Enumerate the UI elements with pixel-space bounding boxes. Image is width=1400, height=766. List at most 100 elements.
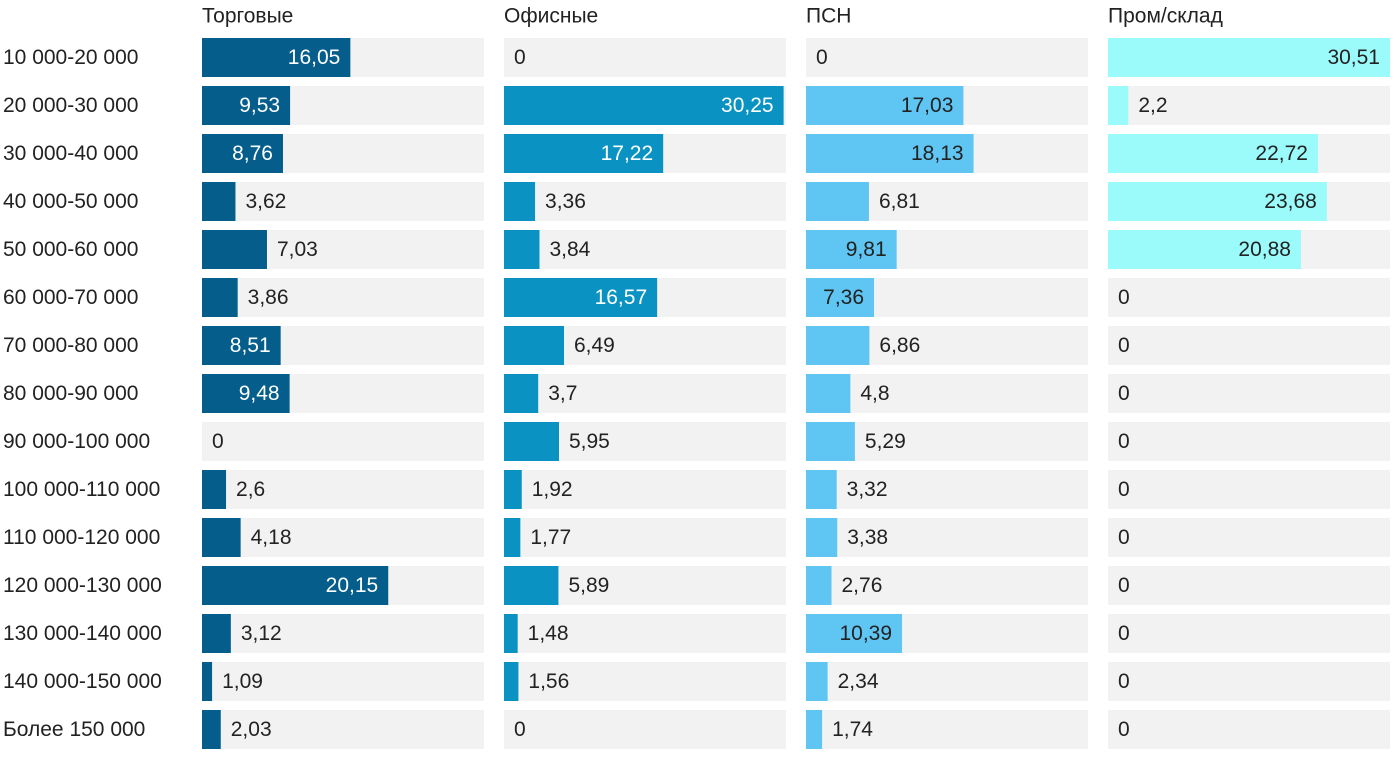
bar-track (806, 566, 1088, 605)
bar-track (806, 710, 1088, 749)
bar-track (202, 662, 484, 701)
bar (806, 518, 838, 557)
value-label: 0 (1118, 718, 1130, 741)
bar (504, 566, 559, 605)
bar (504, 374, 539, 413)
bar-track (1108, 374, 1390, 413)
value-label: 6,49 (574, 334, 615, 357)
bar (504, 662, 519, 701)
bar-track (504, 38, 786, 77)
value-label: 0 (1118, 622, 1130, 645)
bar (806, 710, 823, 749)
bar-track (202, 182, 484, 221)
bar (202, 230, 267, 269)
value-label: 20,15 (326, 574, 379, 597)
value-label: 0 (1118, 430, 1130, 453)
value-label: 2,34 (838, 670, 879, 693)
value-label: 3,12 (241, 622, 282, 645)
bar (806, 230, 897, 269)
value-label: 0 (816, 46, 828, 69)
category-label: 60 000-70 000 (3, 286, 138, 309)
bar (202, 710, 221, 749)
bar-track (1108, 566, 1390, 605)
bar-track (806, 662, 1088, 701)
bar (806, 326, 870, 365)
bar-track (1108, 614, 1390, 653)
value-label: 3,7 (548, 382, 577, 405)
value-label: 2,2 (1138, 94, 1167, 117)
bar (504, 422, 559, 461)
value-label: 0 (1118, 670, 1130, 693)
category-label: 80 000-90 000 (3, 382, 138, 405)
bar (202, 614, 231, 653)
value-label: 10,39 (839, 622, 892, 645)
bar (504, 278, 658, 317)
value-label: 3,38 (847, 526, 888, 549)
category-label: 30 000-40 000 (3, 142, 138, 165)
panel-4: 30,51 2,2 22,72 23,68 20,88 0 0 0 0 0 0 0 0 0 0 (1108, 38, 1390, 749)
value-label: 0 (514, 46, 526, 69)
bar-track (1108, 710, 1390, 749)
bar-track (504, 518, 786, 557)
value-label: 17,22 (601, 142, 654, 165)
value-label: 30,25 (721, 94, 774, 117)
bar (504, 326, 564, 365)
bar-track (1108, 470, 1390, 509)
bar (806, 374, 851, 413)
bar (504, 86, 784, 125)
bar (806, 662, 828, 701)
bar (806, 134, 974, 173)
bar (202, 518, 241, 557)
value-label: 1,56 (528, 670, 569, 693)
value-label: 2,76 (842, 574, 883, 597)
bar (1108, 86, 1129, 125)
value-label: 6,86 (879, 334, 920, 357)
value-label: 1,92 (532, 478, 573, 501)
bar (1108, 38, 1390, 77)
bar-track (806, 374, 1088, 413)
value-label: 0 (1118, 382, 1130, 405)
bar-track (1108, 422, 1390, 461)
bar (202, 182, 236, 221)
bar-track (1108, 86, 1390, 125)
bar (504, 230, 540, 269)
bar (806, 566, 832, 605)
bar-track (1108, 518, 1390, 557)
panel-title: Торговые (202, 5, 293, 28)
bar-track (202, 278, 484, 317)
value-label: 5,89 (568, 574, 609, 597)
panel-title: ПСН (806, 5, 851, 28)
value-label: 0 (1118, 574, 1130, 597)
bar (806, 86, 964, 125)
value-label: 9,53 (239, 94, 280, 117)
value-label: 7,03 (277, 238, 318, 261)
bar (1108, 134, 1318, 173)
value-label: 17,03 (901, 94, 954, 117)
value-label: 9,48 (239, 382, 280, 405)
bar-track (202, 518, 484, 557)
bar-track (504, 470, 786, 509)
panel-3: 0 17,03 18,13 6,81 9,81 7,36 6,86 4,8 5,29 3,32 3,… (806, 38, 1088, 749)
category-label: Более 150 000 (3, 718, 145, 741)
category-labels: 10 000-20 000 20 000-30 000 30 000-40 000 4… (3, 46, 162, 741)
value-label: 3,32 (847, 478, 888, 501)
value-label: 1,09 (222, 670, 263, 693)
bar-track (202, 470, 484, 509)
value-label: 18,13 (911, 142, 964, 165)
bar-track (806, 38, 1088, 77)
bar (202, 662, 213, 701)
bar (806, 182, 869, 221)
category-label: 110 000-120 000 (3, 526, 160, 549)
bar (504, 518, 521, 557)
value-label: 30,51 (1327, 46, 1380, 69)
category-label: 50 000-60 000 (3, 238, 138, 261)
bar (202, 374, 290, 413)
value-label: 6,81 (879, 190, 920, 213)
value-label: 9,81 (846, 238, 887, 261)
bar-track (202, 422, 484, 461)
value-label: 1,74 (832, 718, 873, 741)
bar-track (504, 230, 786, 269)
category-label: 130 000-140 000 (3, 622, 162, 645)
value-label: 3,62 (245, 190, 286, 213)
